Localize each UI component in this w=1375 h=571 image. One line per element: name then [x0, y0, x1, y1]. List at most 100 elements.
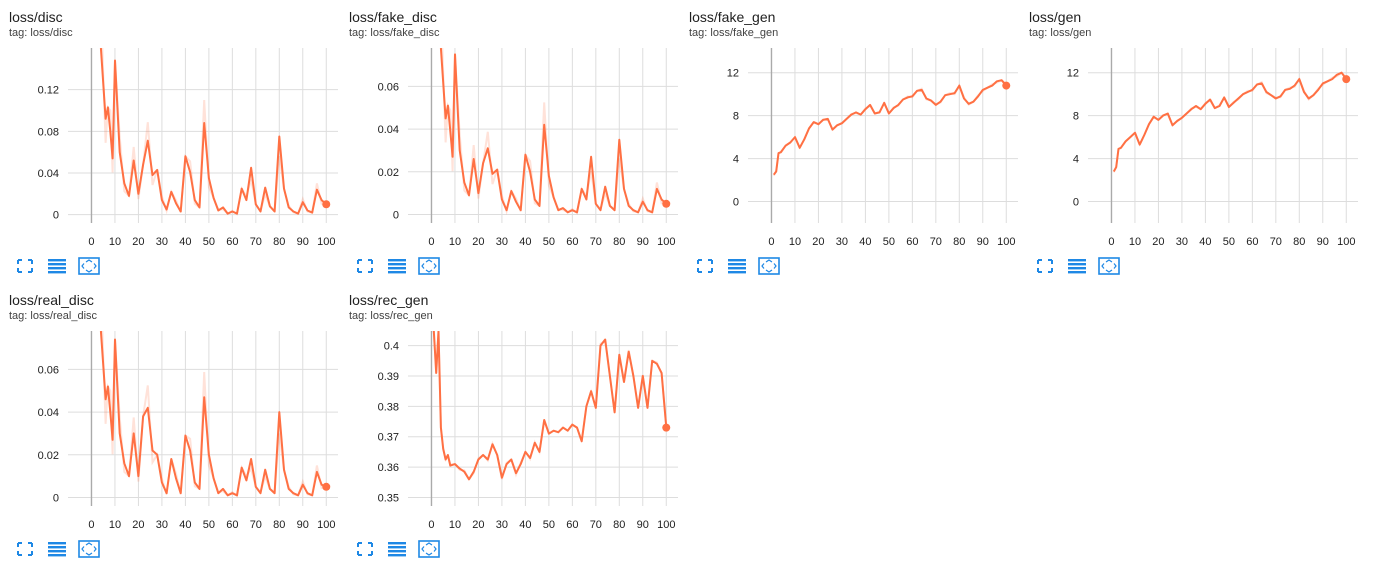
x-tick-label: 20 [132, 519, 144, 531]
x-tick-label: 40 [179, 236, 191, 248]
line-chart[interactable]: 0 10 20 30 40 50 60 70 80 90 100 0 4 8 12 [1020, 40, 1360, 255]
chart-tag: tag: loss/fake_gen [689, 27, 779, 39]
x-tick-label: 30 [1176, 236, 1188, 248]
fit-domain-icon [354, 540, 376, 558]
x-tick-label: 90 [1317, 236, 1329, 248]
x-tick-label: 10 [1129, 236, 1141, 248]
toggle-log-scale-button[interactable] [1066, 257, 1088, 275]
x-tick-label: 90 [297, 236, 309, 248]
series-line [99, 48, 327, 215]
x-tick-label: 0 [768, 236, 774, 248]
chart-title: loss/real_disc [9, 292, 94, 308]
toggle-log-scale-icon [1066, 257, 1088, 275]
line-chart[interactable]: 0 10 20 30 40 50 60 70 80 90 100 0 0.04 0.08 0.12 [0, 40, 340, 255]
x-tick-label: 90 [977, 236, 989, 248]
x-tick-label: 70 [1270, 236, 1282, 248]
chart-title: loss/fake_gen [689, 9, 776, 25]
chart-title: loss/fake_disc [349, 9, 437, 25]
y-tick-label: 0 [733, 197, 739, 209]
expand-chart-button[interactable] [418, 257, 440, 275]
line-chart[interactable]: 0 10 20 30 40 50 60 70 80 90 100 0 4 8 12 [680, 40, 1020, 255]
series-line [1112, 71, 1348, 172]
x-tick-label: 50 [543, 236, 555, 248]
expand-chart-button[interactable] [418, 540, 440, 558]
raw-series-line [432, 331, 668, 482]
fit-domain-icon [694, 257, 716, 275]
raw-series-line [441, 48, 667, 216]
x-tick-label: 20 [1152, 236, 1164, 248]
y-tick-label: 0 [53, 492, 59, 504]
chart-card-loss-gen: loss/gen tag: loss/gen 0 10 20 30 40 50 60 70 80… [1020, 0, 1360, 283]
x-tick-label: 60 [226, 236, 238, 248]
x-tick-label: 40 [179, 519, 191, 531]
fit-domain-button[interactable] [14, 540, 36, 558]
y-tick-label: 0.04 [378, 124, 399, 136]
series-line [432, 331, 668, 481]
expand-chart-icon [418, 257, 440, 275]
x-tick-label: 20 [472, 236, 484, 248]
chart-tag: tag: loss/fake_disc [349, 27, 440, 39]
toggle-log-scale-button[interactable] [726, 257, 748, 275]
line-chart[interactable]: 0 10 20 30 40 50 60 70 80 90 100 0.35 0.36 0.37 0.38 0.… [340, 323, 680, 538]
x-tick-label: 0 [88, 236, 94, 248]
x-tick-label: 80 [273, 519, 285, 531]
chart-card-loss-real-disc: loss/real_disc tag: loss/real_disc 0 10 20… [0, 283, 340, 566]
line-chart[interactable]: 0 10 20 30 40 50 60 70 80 90 100 0 0.02 0.04 0.06 [0, 323, 340, 538]
fit-domain-button[interactable] [14, 257, 36, 275]
line-chart[interactable]: 0 10 20 30 40 50 60 70 80 90 100 0 0.02 0.04 0.06 [340, 40, 680, 255]
x-tick-label: 30 [836, 236, 848, 248]
x-tick-label: 70 [250, 236, 262, 248]
x-tick-label: 20 [472, 519, 484, 531]
x-tick-label: 0 [428, 519, 434, 531]
y-tick-label: 0.12 [38, 85, 59, 97]
last-point-marker [1342, 75, 1351, 84]
toggle-log-scale-icon [386, 257, 408, 275]
y-tick-label: 0 [1073, 197, 1079, 209]
x-tick-label: 30 [496, 519, 508, 531]
expand-chart-button[interactable] [758, 257, 780, 275]
expand-chart-button[interactable] [78, 257, 100, 275]
y-tick-label: 0.38 [378, 401, 399, 413]
x-tick-label: 80 [613, 236, 625, 248]
y-tick-label: 8 [1073, 111, 1079, 123]
toggle-log-scale-button[interactable] [46, 257, 68, 275]
fit-domain-icon [354, 257, 376, 275]
last-point-marker [1002, 81, 1011, 90]
expand-chart-button[interactable] [1098, 257, 1120, 275]
series-line [439, 48, 667, 214]
x-tick-label: 90 [637, 519, 649, 531]
chart-card-loss-rec-gen: loss/rec_gen tag: loss/rec_gen 0 10 20 30 40… [340, 283, 680, 566]
toggle-log-scale-button[interactable] [386, 257, 408, 275]
y-tick-label: 0.04 [38, 168, 59, 180]
y-tick-label: 0.02 [38, 450, 59, 462]
y-tick-label: 0.39 [378, 371, 399, 383]
x-tick-label: 100 [317, 236, 335, 248]
x-tick-label: 30 [496, 236, 508, 248]
expand-chart-button[interactable] [78, 540, 100, 558]
x-tick-label: 70 [590, 236, 602, 248]
chart-card-loss-fake-disc: loss/fake_disc tag: loss/fake_disc 0 10 20… [340, 0, 680, 283]
fit-domain-button[interactable] [694, 257, 716, 275]
toggle-log-scale-icon [386, 540, 408, 558]
x-tick-label: 60 [566, 236, 578, 248]
x-tick-label: 80 [273, 236, 285, 248]
y-tick-label: 4 [1073, 154, 1079, 166]
y-tick-label: 4 [733, 154, 739, 166]
toggle-log-scale-button[interactable] [46, 540, 68, 558]
y-tick-label: 0 [393, 209, 399, 221]
fit-domain-button[interactable] [1034, 257, 1056, 275]
raw-series-line [1112, 71, 1348, 173]
last-point-marker [322, 200, 331, 209]
chart-title: loss/rec_gen [349, 292, 429, 308]
fit-domain-button[interactable] [354, 257, 376, 275]
chart-title: loss/disc [9, 9, 63, 25]
x-tick-label: 100 [317, 519, 335, 531]
fit-domain-button[interactable] [354, 540, 376, 558]
chart-tag: tag: loss/real_disc [9, 310, 98, 322]
chart-card-loss-fake-gen: loss/fake_gen tag: loss/fake_gen 0 10 20 30… [680, 0, 1020, 283]
x-tick-label: 60 [1246, 236, 1258, 248]
toggle-log-scale-icon [726, 257, 748, 275]
x-tick-label: 10 [109, 236, 121, 248]
chart-card-loss-disc: loss/disc tag: loss/disc 0 10 20 30 40 50 60 70… [0, 0, 340, 283]
toggle-log-scale-button[interactable] [386, 540, 408, 558]
